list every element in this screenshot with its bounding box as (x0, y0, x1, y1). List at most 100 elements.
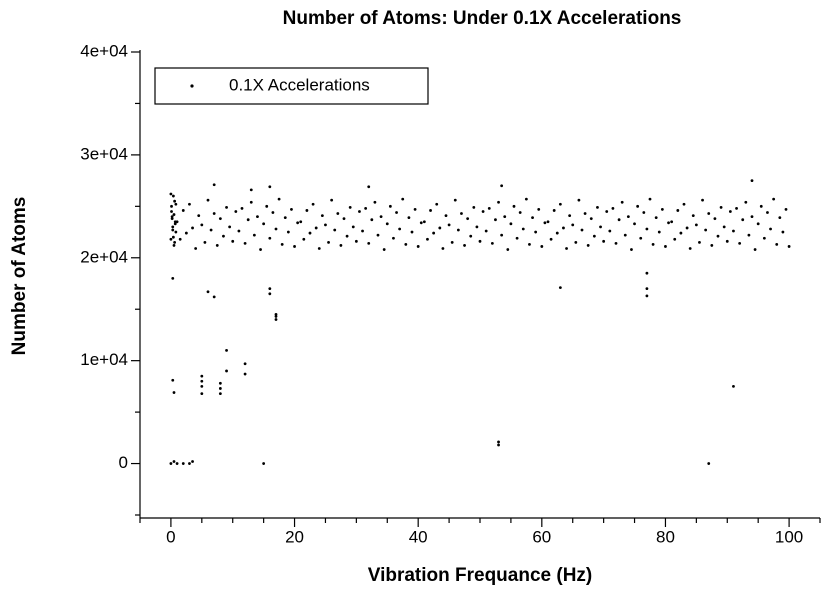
point (351, 225, 355, 229)
point (212, 295, 216, 299)
point (314, 226, 318, 230)
point (175, 220, 179, 224)
point (169, 237, 173, 241)
point (231, 239, 235, 243)
point (509, 222, 513, 226)
point (169, 462, 173, 465)
point (716, 234, 720, 238)
point (271, 211, 275, 214)
x-tick-label: 0 (166, 527, 175, 546)
point (206, 290, 210, 294)
point (339, 244, 343, 247)
point (175, 462, 179, 465)
point (453, 198, 457, 202)
point (599, 225, 602, 229)
point (228, 225, 232, 229)
point (441, 247, 445, 250)
point (664, 245, 667, 248)
point (249, 200, 253, 204)
point (358, 210, 361, 213)
point (317, 247, 321, 250)
point (367, 241, 371, 245)
point (209, 228, 213, 232)
point (645, 287, 649, 291)
point (722, 225, 726, 229)
y-axis-label: Number of Atoms (9, 197, 30, 356)
point (370, 218, 374, 222)
point (766, 211, 769, 214)
point (654, 216, 658, 220)
point (170, 215, 174, 219)
point (494, 218, 497, 222)
point (268, 292, 272, 296)
x-tick-label: 80 (656, 527, 675, 546)
point (549, 237, 553, 241)
point (274, 312, 278, 316)
point (478, 239, 482, 243)
point (614, 241, 618, 245)
point (252, 233, 256, 237)
point (558, 202, 562, 206)
point (364, 206, 368, 210)
point (178, 237, 182, 241)
point (345, 234, 349, 238)
point (469, 234, 473, 238)
point (181, 209, 185, 212)
point (707, 462, 711, 465)
point (778, 216, 782, 220)
point (222, 234, 225, 238)
x-axis-label: Vibration Frequance (Hz) (368, 565, 593, 586)
point (518, 211, 522, 214)
point (450, 240, 454, 244)
point (305, 209, 309, 212)
point (543, 221, 547, 225)
point (206, 198, 210, 202)
point (373, 200, 377, 204)
point (571, 223, 575, 227)
point (197, 214, 201, 217)
point (277, 197, 281, 201)
point (194, 247, 198, 250)
point (171, 228, 175, 232)
point (413, 208, 417, 211)
point (701, 198, 704, 202)
point (611, 206, 615, 210)
point (735, 206, 738, 210)
point (333, 228, 337, 232)
point (327, 240, 330, 244)
point (580, 228, 584, 232)
point (552, 209, 556, 212)
point (200, 379, 204, 383)
x-tick-label: 100 (775, 527, 803, 546)
point (262, 462, 266, 465)
point (243, 241, 247, 245)
point (512, 204, 516, 208)
point (243, 362, 247, 366)
point (171, 378, 175, 382)
point (422, 220, 426, 224)
point (497, 440, 500, 444)
chart-title: Number of Atoms: Under 0.1X Acceleration… (283, 8, 682, 29)
legend-box (154, 67, 429, 105)
point (200, 392, 204, 395)
legend-label: 0.1X Accelerations (229, 75, 370, 94)
point (463, 244, 466, 247)
point (429, 209, 432, 212)
point (636, 204, 640, 208)
point (426, 237, 429, 241)
point (710, 244, 714, 247)
point (268, 236, 272, 240)
point (694, 223, 698, 227)
point (246, 218, 250, 222)
point (605, 210, 609, 213)
point (620, 200, 624, 204)
point (336, 212, 340, 215)
point (382, 248, 386, 251)
point (234, 210, 238, 213)
point (438, 226, 442, 230)
point (704, 228, 708, 232)
point (562, 226, 565, 230)
point (188, 202, 191, 206)
point (170, 204, 173, 208)
point (367, 185, 371, 189)
